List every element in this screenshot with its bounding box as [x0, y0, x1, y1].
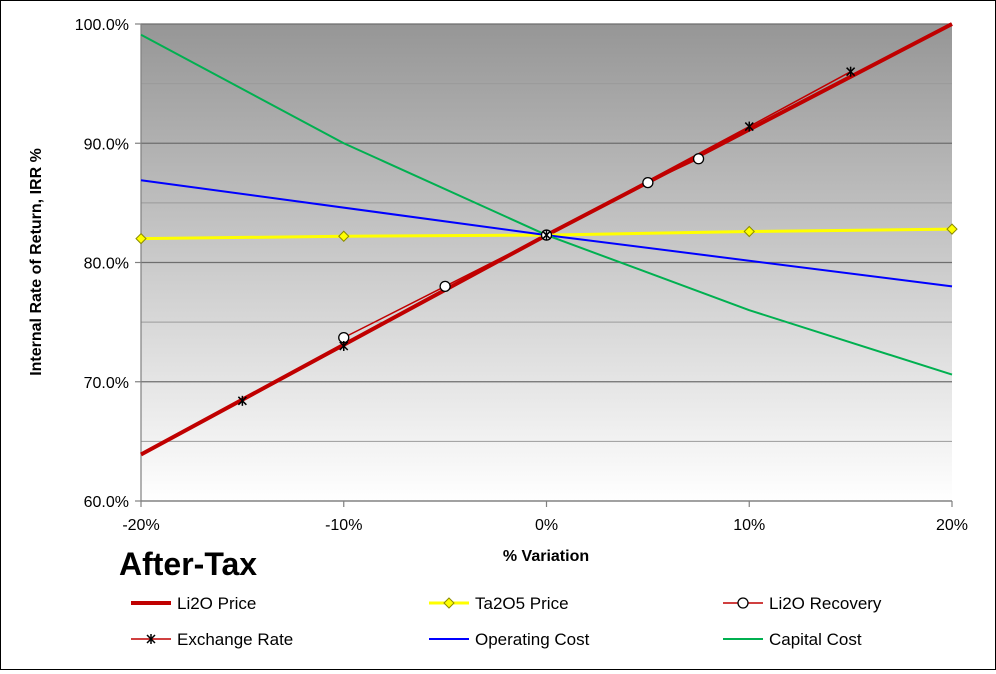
- data-point-li2o-recovery: [692, 153, 705, 165]
- y-tick-label: 100.0%: [75, 17, 129, 34]
- legend-item-exchange-rate: Exchange Rate: [131, 630, 293, 649]
- data-point-exchange-rate: [237, 395, 247, 406]
- y-axis-title: Internal Rate of Return, IRR %: [28, 148, 45, 376]
- legend-label: Li2O Recovery: [769, 594, 882, 613]
- data-point-ta2o5-price: [135, 232, 147, 245]
- x-tick-label: -20%: [122, 517, 159, 534]
- legend-marker: [737, 597, 749, 609]
- legend-item-operating-cost: Operating Cost: [429, 630, 590, 649]
- x-tick-label: 20%: [936, 517, 968, 534]
- legend: Li2O Price Ta2O5 Price Li2O Recovery Exchan…: [131, 594, 882, 649]
- y-tick-label: 90.0%: [84, 136, 129, 153]
- legend-marker: [443, 597, 455, 609]
- legend-item-ta2o5-price: Ta2O5 Price: [429, 594, 569, 613]
- data-point-exchange-rate: [339, 340, 349, 351]
- data-point-li2o-recovery: [642, 176, 654, 189]
- x-tick-label: 10%: [733, 517, 765, 534]
- legend-item-capital-cost: Capital Cost: [723, 630, 862, 649]
- y-tick-label: 70.0%: [84, 375, 129, 392]
- legend-item-li2o-recovery: Li2O Recovery: [723, 594, 882, 613]
- legend-label: Capital Cost: [769, 630, 862, 649]
- legend-item-li2o-price: Li2O Price: [131, 594, 256, 613]
- x-tick-label: 0%: [535, 517, 558, 534]
- data-point-ta2o5-price: [338, 230, 350, 242]
- data-point-ta2o5-price: [946, 223, 958, 235]
- data-point-ta2o5-price: [743, 225, 755, 238]
- x-axis-title: % Variation: [503, 548, 589, 565]
- after-tax-label: After-Tax: [119, 546, 257, 582]
- legend-label: Operating Cost: [475, 630, 590, 649]
- data-point-li2o-recovery: [439, 280, 451, 293]
- y-tick-label: 60.0%: [84, 494, 129, 511]
- legend-label: Exchange Rate: [177, 630, 293, 649]
- legend-label: Ta2O5 Price: [475, 594, 569, 613]
- data-point-exchange-rate: [846, 66, 856, 77]
- y-tick-label: 80.0%: [84, 256, 129, 273]
- x-tick-label: -10%: [325, 517, 362, 534]
- legend-marker: [146, 634, 156, 644]
- legend-label: Li2O Price: [177, 594, 256, 613]
- data-point-exchange-rate: [541, 230, 552, 241]
- data-point-exchange-rate: [744, 121, 754, 132]
